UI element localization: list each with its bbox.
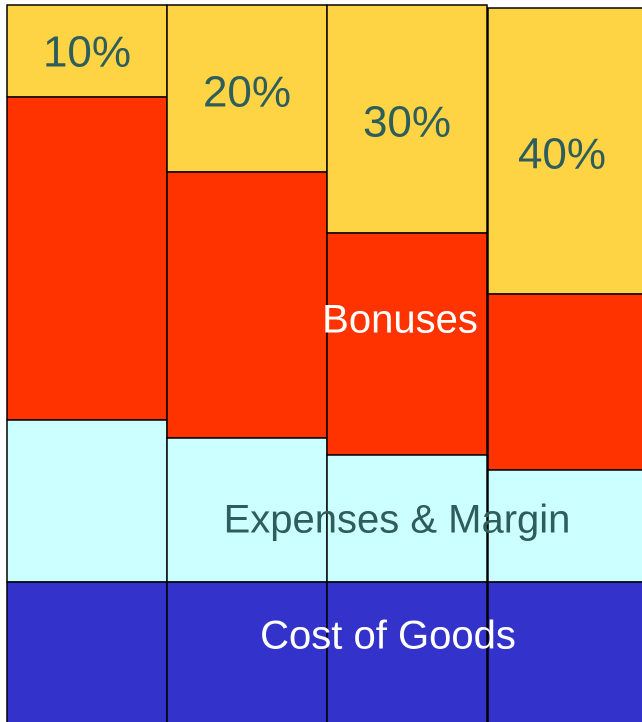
column-label: 40% — [518, 130, 606, 179]
bonuses-segment — [6, 96, 168, 421]
column-label: 10% — [43, 28, 131, 77]
column — [6, 4, 168, 722]
column — [166, 4, 328, 722]
column-label: 30% — [363, 98, 451, 147]
layer-label: Cost of Goods — [260, 614, 516, 658]
expenses-segment — [6, 419, 168, 583]
top-segment — [326, 4, 488, 234]
cost-segment — [6, 581, 168, 722]
top-segment — [6, 4, 168, 98]
expenses-segment — [487, 469, 642, 583]
cost-segment — [166, 581, 328, 722]
top-segment — [487, 7, 642, 295]
top-segment — [166, 4, 328, 173]
bonuses-segment — [166, 171, 328, 439]
column — [326, 4, 488, 722]
expenses-segment — [166, 437, 328, 583]
cost-segment — [326, 581, 488, 722]
column — [487, 7, 642, 722]
bonuses-segment — [487, 293, 642, 471]
layer-label: Expenses & Margin — [224, 498, 571, 542]
cost-segment — [487, 581, 642, 722]
column-label: 20% — [203, 68, 291, 117]
layer-label: Bonuses — [322, 298, 478, 342]
bonuses-segment — [326, 232, 488, 456]
expenses-segment — [326, 454, 488, 583]
